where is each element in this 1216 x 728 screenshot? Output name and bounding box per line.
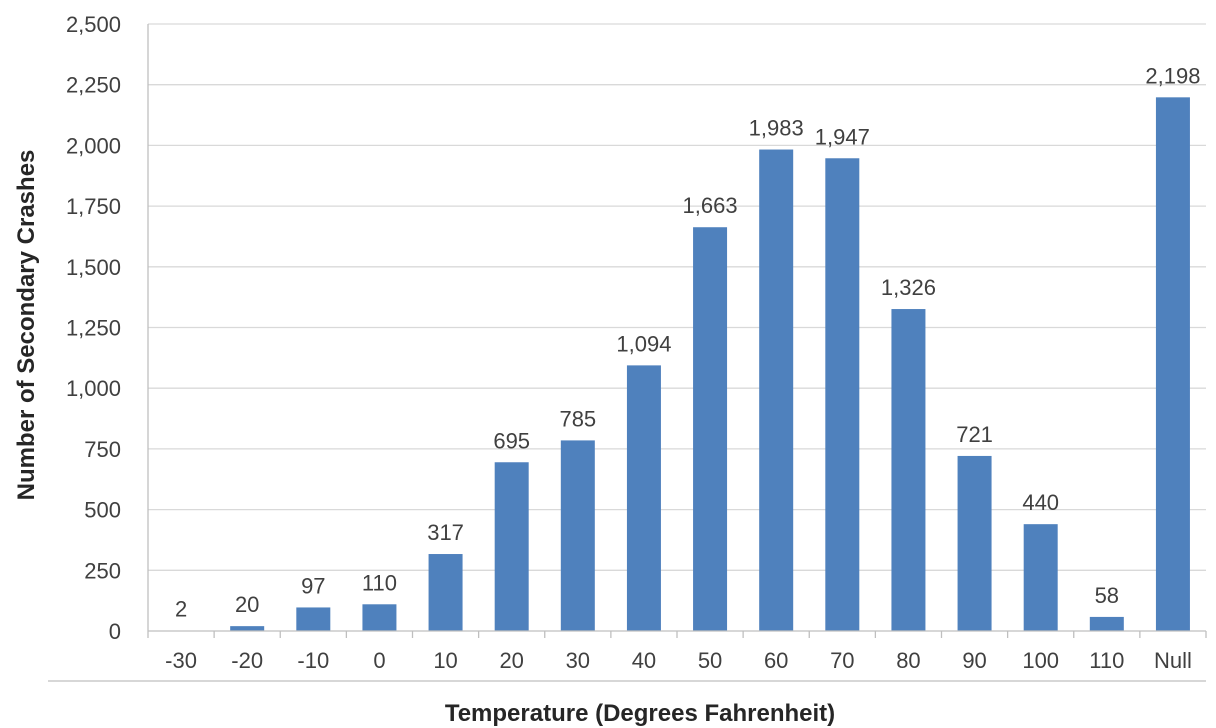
x-tick-label: Null xyxy=(1154,648,1192,673)
x-tick-label: 70 xyxy=(830,648,854,673)
data-label: 1,983 xyxy=(749,116,804,141)
y-tick-labels: 0 250 500 750 1,000 1,250 1,500 1,750 2,000 2,250… xyxy=(66,12,121,644)
x-tick-label: 20 xyxy=(499,648,523,673)
x-tick-label: 50 xyxy=(698,648,722,673)
bar xyxy=(362,604,397,631)
x-tick-label: 10 xyxy=(433,648,457,673)
data-label: 695 xyxy=(493,428,530,453)
x-tick-label: -30 xyxy=(165,648,197,673)
bar xyxy=(759,149,794,632)
bar xyxy=(230,626,265,631)
data-label: 97 xyxy=(301,573,325,598)
x-tick-label: 60 xyxy=(764,648,788,673)
gridlines xyxy=(148,23,1206,571)
x-tick-label: 0 xyxy=(373,648,385,673)
y-tick-label: 250 xyxy=(84,558,121,583)
bar xyxy=(957,455,992,631)
bar xyxy=(693,227,728,631)
y-tick-label: 1,750 xyxy=(66,194,121,219)
data-label: 785 xyxy=(559,406,596,431)
y-tick-label: 0 xyxy=(109,619,121,644)
y-tick-label: 1,500 xyxy=(66,255,121,280)
x-tick-label: 100 xyxy=(1022,648,1059,673)
data-label: 317 xyxy=(427,520,464,545)
data-label: 1,947 xyxy=(815,124,870,149)
bar xyxy=(428,554,463,631)
bar xyxy=(494,462,529,631)
y-tick-label: 2,250 xyxy=(66,73,121,98)
data-label: 1,663 xyxy=(683,193,738,218)
x-tick-label: 30 xyxy=(566,648,590,673)
y-tick-label: 2,000 xyxy=(66,133,121,158)
y-tick-label: 1,000 xyxy=(66,376,121,401)
bars xyxy=(164,97,1190,632)
data-label: 1,326 xyxy=(881,275,936,300)
data-label: 2,198 xyxy=(1145,63,1200,88)
data-label: 2 xyxy=(175,597,187,622)
data-label: 110 xyxy=(362,570,397,595)
data-label: 721 xyxy=(956,422,993,447)
y-axis-title: Number of Secondary Crashes xyxy=(13,150,40,501)
data-labels: 2 20 97 110 317 695 785 1,094 1,663 1,983 1,947 1,3… xyxy=(175,63,1201,621)
x-tick-label: 90 xyxy=(962,648,986,673)
data-label: 20 xyxy=(235,592,259,617)
y-tick-label: 500 xyxy=(84,498,121,523)
y-tick-label: 1,250 xyxy=(66,316,121,341)
data-label: 440 xyxy=(1022,490,1059,515)
bar xyxy=(626,365,661,631)
y-tick-label: 2,500 xyxy=(66,12,121,37)
x-tick-label: 110 xyxy=(1089,648,1124,673)
bar xyxy=(1023,524,1058,631)
bar xyxy=(1089,616,1124,631)
y-tick-label: 750 xyxy=(84,437,121,462)
data-label: 1,094 xyxy=(616,331,671,356)
x-tick-label: 40 xyxy=(632,648,656,673)
x-tick-labels: -30 -20 -10 0 10 20 30 40 50 60 70 80 90 100 110 Null xyxy=(165,648,1192,673)
axes xyxy=(48,24,1207,682)
bar xyxy=(560,440,595,631)
x-axis-title: Temperature (Degrees Fahrenheit) xyxy=(445,700,835,727)
bar xyxy=(1155,97,1190,631)
bar xyxy=(296,607,331,631)
bar xyxy=(825,158,860,631)
x-tick-label: -10 xyxy=(297,648,329,673)
x-tick-label: -20 xyxy=(231,648,263,673)
data-label: 58 xyxy=(1095,583,1119,608)
x-tick-label: 80 xyxy=(896,648,920,673)
bar xyxy=(891,309,926,631)
